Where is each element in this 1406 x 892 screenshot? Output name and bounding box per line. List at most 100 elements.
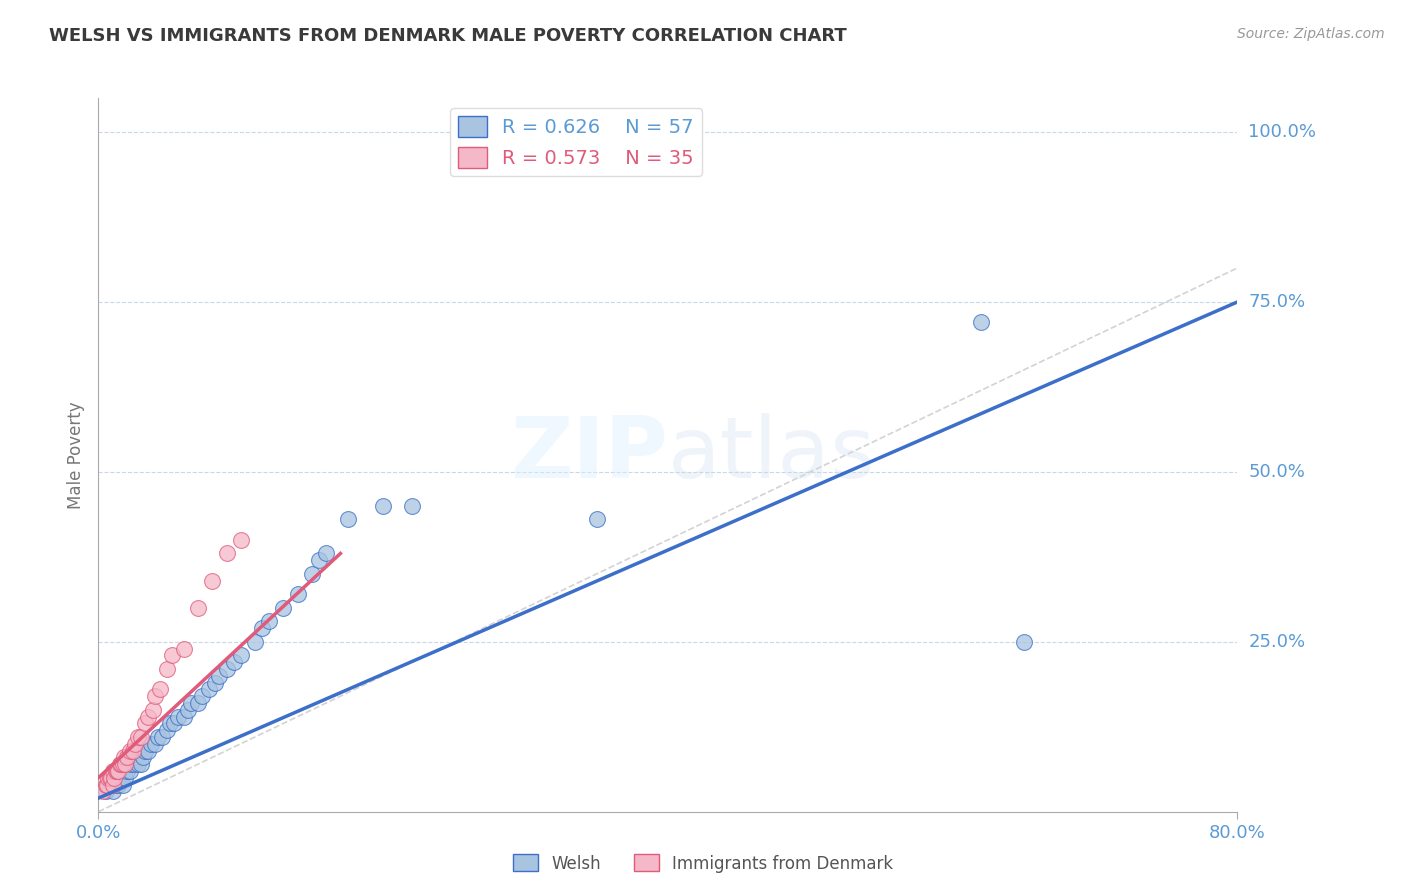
- Point: [127, 757, 149, 772]
- Point: [129, 757, 152, 772]
- Point: [108, 771, 131, 785]
- Point: [229, 533, 252, 547]
- Text: 25.0%: 25.0%: [1249, 632, 1306, 651]
- Point: [139, 737, 162, 751]
- Point: [134, 743, 156, 757]
- Point: [127, 730, 149, 744]
- Point: [108, 764, 131, 778]
- Point: [301, 566, 323, 581]
- Point: [114, 757, 136, 772]
- Point: [970, 315, 993, 329]
- Text: atlas: atlas: [668, 413, 876, 497]
- Point: [101, 764, 124, 778]
- Point: [243, 635, 266, 649]
- Text: 100.0%: 100.0%: [1249, 123, 1316, 141]
- Legend: Welsh, Immigrants from Denmark: Welsh, Immigrants from Denmark: [506, 847, 900, 880]
- Point: [105, 764, 128, 778]
- Point: [97, 778, 120, 792]
- Point: [129, 730, 152, 744]
- Text: 50.0%: 50.0%: [1249, 463, 1305, 481]
- Point: [215, 546, 238, 560]
- Point: [101, 784, 124, 798]
- Point: [115, 764, 138, 778]
- Point: [136, 743, 159, 757]
- Point: [401, 499, 423, 513]
- Point: [101, 778, 124, 792]
- Point: [94, 784, 117, 798]
- Point: [215, 662, 238, 676]
- Point: [118, 743, 141, 757]
- Point: [122, 757, 145, 772]
- Point: [115, 757, 138, 772]
- Point: [336, 512, 359, 526]
- Point: [173, 641, 195, 656]
- Point: [121, 743, 143, 757]
- Point: [315, 546, 337, 560]
- Point: [259, 615, 281, 629]
- Point: [156, 662, 179, 676]
- Point: [198, 682, 221, 697]
- Text: WELSH VS IMMIGRANTS FROM DENMARK MALE POVERTY CORRELATION CHART: WELSH VS IMMIGRANTS FROM DENMARK MALE PO…: [49, 27, 846, 45]
- Point: [148, 730, 170, 744]
- Point: [287, 587, 309, 601]
- Point: [159, 716, 181, 731]
- Point: [250, 621, 273, 635]
- Point: [96, 778, 118, 792]
- Point: [124, 737, 146, 751]
- Point: [373, 499, 395, 513]
- Point: [111, 778, 134, 792]
- Point: [180, 696, 202, 710]
- Point: [187, 600, 209, 615]
- Point: [222, 655, 245, 669]
- Point: [585, 512, 607, 526]
- Text: ZIP: ZIP: [510, 413, 668, 497]
- Point: [114, 771, 136, 785]
- Point: [229, 648, 252, 663]
- Point: [149, 682, 172, 697]
- Point: [91, 784, 114, 798]
- Point: [101, 771, 124, 785]
- Point: [108, 757, 131, 772]
- Point: [103, 771, 125, 785]
- Point: [100, 771, 122, 785]
- Point: [120, 757, 142, 772]
- Point: [162, 648, 184, 663]
- Point: [201, 574, 224, 588]
- Point: [98, 771, 121, 785]
- Point: [152, 730, 174, 744]
- Point: [208, 669, 231, 683]
- Point: [104, 764, 127, 778]
- Point: [145, 689, 167, 703]
- Point: [156, 723, 179, 738]
- Point: [136, 709, 159, 723]
- Text: 75.0%: 75.0%: [1249, 293, 1306, 311]
- Y-axis label: Male Poverty: Male Poverty: [66, 401, 84, 508]
- Point: [177, 703, 200, 717]
- Point: [308, 553, 330, 567]
- Point: [105, 771, 128, 785]
- Point: [104, 778, 127, 792]
- Point: [167, 709, 190, 723]
- Point: [163, 716, 186, 731]
- Point: [141, 703, 163, 717]
- Point: [134, 716, 156, 731]
- Point: [124, 750, 146, 764]
- Point: [112, 750, 135, 764]
- Point: [107, 764, 129, 778]
- Point: [187, 696, 209, 710]
- Legend: R = 0.626    N = 57, R = 0.573    N = 35: R = 0.626 N = 57, R = 0.573 N = 35: [450, 108, 702, 176]
- Point: [145, 737, 167, 751]
- Point: [112, 764, 135, 778]
- Point: [173, 709, 195, 723]
- Point: [111, 757, 134, 772]
- Point: [97, 771, 120, 785]
- Point: [110, 757, 132, 772]
- Point: [98, 771, 121, 785]
- Point: [115, 750, 138, 764]
- Point: [131, 750, 153, 764]
- Point: [118, 764, 141, 778]
- Point: [1012, 635, 1035, 649]
- Text: Source: ZipAtlas.com: Source: ZipAtlas.com: [1237, 27, 1385, 41]
- Point: [107, 778, 129, 792]
- Point: [191, 689, 214, 703]
